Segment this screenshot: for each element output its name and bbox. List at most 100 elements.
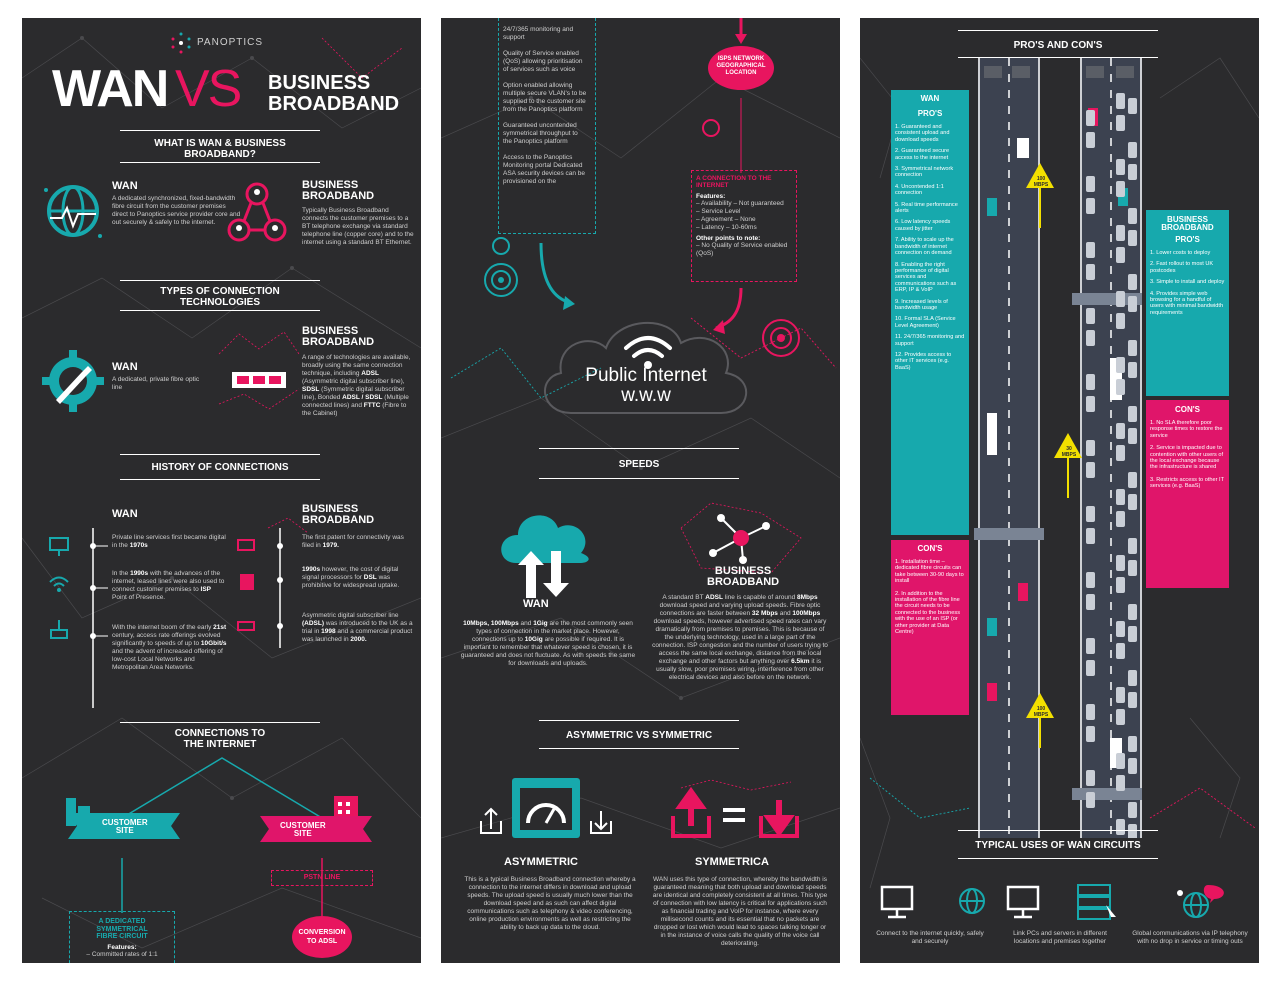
- wan-pro-item: 10. Formal SLA (Service Level Agreement): [895, 316, 956, 329]
- car: [1116, 379, 1125, 395]
- car: [1128, 296, 1137, 312]
- modem-network-icon: [214, 324, 304, 414]
- customer-site-pink-banner: [260, 816, 372, 842]
- divider: [539, 478, 739, 479]
- car: [1086, 704, 1095, 720]
- divider: [120, 280, 320, 281]
- wan-heading: WAN: [112, 180, 138, 192]
- car: [1116, 159, 1125, 175]
- car: [1128, 164, 1137, 180]
- car: [1128, 406, 1137, 422]
- section-title-what-is: WHAT IS WAN & BUSINESS BROADBAND?: [154, 138, 286, 160]
- bb-con-item: 3. Restricts access to other IT services…: [1150, 476, 1224, 490]
- wan-cons-panel: CON'S 1. Installation time – dedicated f…: [891, 540, 969, 715]
- dedicated-fibre-box: A DEDICATED SYMMETRICAL FIBRE CIRCUIT Feat…: [69, 911, 175, 963]
- panel-wan-vs-broadband: PANOPTICS WAN VS BUSINESS BROADBAND WHAT…: [22, 18, 421, 963]
- customer-site-teal-label: CUSTOMER SITE: [102, 818, 148, 835]
- section-title-speeds: SPEEDS: [618, 459, 660, 470]
- car: [1116, 225, 1125, 241]
- car: [1086, 594, 1095, 610]
- car: [1128, 428, 1137, 444]
- car: [1116, 93, 1125, 109]
- speeds-bb-text: A standard BT ADSL line is capable of ar…: [652, 594, 828, 681]
- bb-con-item: 2. Service is impacted due to contention…: [1150, 445, 1224, 471]
- car: [1086, 264, 1095, 280]
- wan-pros-panel: WAN PRO'S 1. Guaranteed and consistent u…: [891, 90, 969, 535]
- divider: [120, 454, 320, 455]
- wan-pro-item: 1. Guaranteed and consistent upload and …: [895, 124, 950, 143]
- divider: [120, 130, 320, 131]
- wrench-gear-icon: [38, 346, 108, 416]
- divider: [120, 722, 320, 723]
- car: [1128, 626, 1137, 642]
- highway-road-graphic: [974, 58, 1142, 838]
- divider: [958, 57, 1158, 58]
- section-title-asym-vs-sym: ASYMMETRIC VS SYMMETRIC: [565, 730, 713, 741]
- wan-con-item: 2. In addition to the installation of th…: [895, 590, 960, 636]
- history-wan-1970s: Private line services first became digit…: [112, 534, 226, 549]
- car: [1116, 643, 1125, 659]
- car: [1116, 115, 1125, 131]
- wan-pro-item: 6. Low latency speeds caused by jitter: [895, 219, 951, 232]
- car: [1116, 775, 1125, 791]
- history-wan-heading: WAN: [112, 508, 138, 520]
- history-wan-1990s: In the 1990s with the advances of the in…: [112, 570, 225, 601]
- car: [1086, 440, 1095, 456]
- divider: [120, 479, 320, 480]
- speeds-wan-text: 10Mbps, 100Mbps and 1Gig are the most co…: [460, 620, 636, 667]
- network-background: [441, 18, 840, 849]
- history-bb-1979: The first patent for connectivity was fi…: [302, 534, 404, 549]
- car: [1116, 313, 1125, 329]
- car: [1116, 753, 1125, 769]
- speed-sign-100-bottom: 100 MBPS: [1033, 706, 1049, 718]
- wan-pro-item: 5. Real time performance alerts: [895, 201, 958, 215]
- car: [1086, 770, 1095, 786]
- panel-pros-cons: PRO'S AND CON'S 100 MBPS 100 MBPS 30 MBPS W…: [860, 18, 1259, 963]
- network-hub-icon: [680, 502, 802, 574]
- history-timeline-graphic: [49, 518, 309, 708]
- bb-pro-item: 2. Fast rollout to most UK postcodes: [1150, 261, 1214, 274]
- section-title-typical-uses: TYPICAL USES OF WAN CIRCUITS: [975, 840, 1141, 851]
- car: [1128, 560, 1137, 576]
- wan-con-item: 1. Installation time – dedicated fibre c…: [895, 559, 964, 585]
- speed-sign-30: 30 MBPS: [1061, 446, 1077, 458]
- car: [1086, 330, 1095, 346]
- typical-uses-icons: [880, 884, 1224, 920]
- car: [1128, 362, 1137, 378]
- car: [1086, 506, 1095, 522]
- bb-pro-item: 3. Simple to install and deploy: [1150, 279, 1225, 286]
- car: [1128, 824, 1137, 838]
- car: [1086, 242, 1095, 258]
- panoptics-logo-icon: [169, 31, 193, 55]
- car: [1086, 396, 1095, 412]
- business-broadband-heading: BUSINESS BROADBAND: [302, 179, 375, 202]
- asymmetric-text: This is a typical Business Broadband con…: [464, 876, 636, 931]
- title-vs: VS: [175, 60, 242, 118]
- public-internet-cloud-icon: [544, 321, 747, 414]
- car: [1116, 577, 1125, 593]
- car: [1128, 538, 1137, 554]
- car: [1116, 445, 1125, 461]
- public-internet-label: Public Internet w.w.w: [585, 365, 707, 406]
- bb-con-item: 1. No SLA therefore poor response times …: [1150, 420, 1223, 439]
- wan-pro-item: 11. 24/7/365 monitoring and support: [895, 334, 965, 347]
- car: [1086, 638, 1095, 654]
- car: [1086, 572, 1095, 588]
- speeds-wan-heading: WAN: [523, 598, 549, 610]
- history-wan-21st-century: With the internet boom of the early 21st…: [112, 624, 227, 671]
- business-broadband-description: Typically Business Broadband connects th…: [302, 207, 414, 246]
- car: [1128, 692, 1137, 708]
- car: [1128, 758, 1137, 774]
- car: [1086, 792, 1095, 808]
- car: [1116, 819, 1125, 835]
- wan-features-list: 24/7/365 monitoring and support Quality …: [503, 26, 587, 185]
- people-network-icon: [222, 180, 292, 246]
- cloud-updown-arrows-icon: [501, 515, 589, 598]
- car: [1128, 98, 1137, 114]
- car: [1128, 472, 1137, 488]
- title-broadband: BROADBAND: [268, 93, 400, 115]
- symmetric-arrows-icon: [671, 779, 799, 838]
- wan-pro-item: 2. Guaranteed secure access to the inter…: [895, 148, 950, 161]
- types-bb-description: A range of technologies are available, b…: [302, 354, 411, 417]
- network-background: [22, 36, 421, 949]
